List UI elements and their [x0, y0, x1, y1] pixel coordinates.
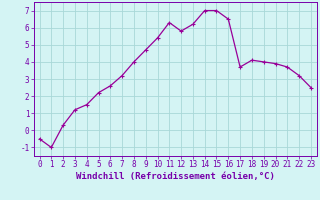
X-axis label: Windchill (Refroidissement éolien,°C): Windchill (Refroidissement éolien,°C) [76, 172, 275, 181]
